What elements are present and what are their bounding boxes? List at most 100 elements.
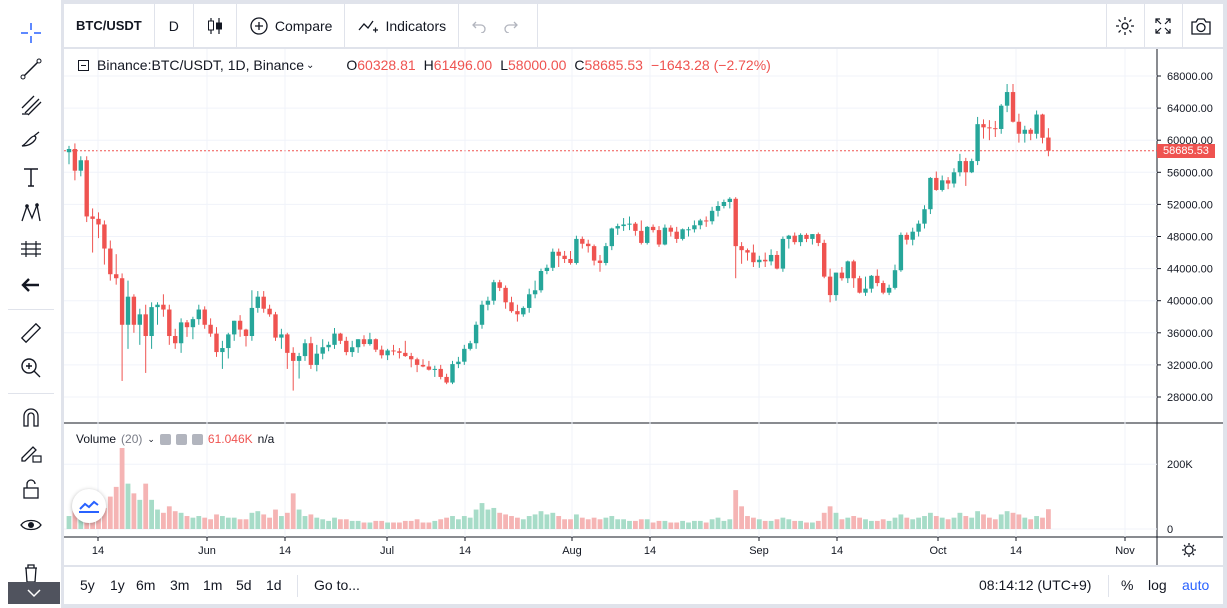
pattern-icon[interactable] [14, 198, 48, 228]
interval-button[interactable]: D [155, 3, 194, 48]
goto-button[interactable]: Go to... [314, 577, 360, 593]
snapshot-button[interactable] [1182, 4, 1218, 48]
symbol-label: BTC/USDT [76, 18, 142, 33]
volume-bar [467, 517, 473, 529]
candle-body [627, 223, 632, 225]
volume-bar [609, 516, 615, 529]
ohlc-high: H61496.00 [423, 57, 493, 73]
volume-title[interactable]: Volume [76, 432, 117, 446]
candle-body [586, 243, 591, 247]
back-arrow-icon[interactable] [14, 270, 48, 300]
crosshair-icon[interactable] [14, 18, 48, 48]
candle-body [833, 272, 839, 296]
eye-icon[interactable] [159, 433, 171, 445]
candle-body [951, 172, 957, 184]
volume-bar [745, 516, 750, 529]
text-tool-icon[interactable] [14, 162, 48, 192]
redo-icon[interactable] [503, 19, 519, 33]
gear-icon[interactable] [1182, 543, 1196, 557]
candle-body [314, 353, 319, 365]
chevron-down-icon[interactable]: ⌄ [305, 59, 315, 71]
candle-body [733, 198, 738, 247]
log-toggle[interactable]: log [1148, 577, 1167, 593]
volume-bar [420, 522, 426, 529]
gear-icon-ring [1184, 545, 1194, 555]
volume-bar [975, 511, 980, 529]
ruler-icon[interactable] [14, 318, 48, 348]
chart-type-button[interactable] [194, 3, 237, 48]
range-5y[interactable]: 5y [80, 577, 95, 593]
candle-body [438, 368, 443, 377]
volume-bar [220, 516, 225, 529]
range-1y[interactable]: 1y [110, 577, 125, 593]
volume-bar [113, 486, 119, 529]
candle-body [851, 261, 856, 279]
camera-icon [1190, 18, 1211, 35]
lock-icon[interactable] [14, 474, 48, 504]
volume-bar [827, 506, 833, 529]
candle-body [721, 201, 727, 207]
chart-pane[interactable]: 68000.00 64000.00 60000.00 56000.00 52000.00… [64, 49, 1223, 565]
volume-bar [810, 522, 815, 529]
percent-toggle[interactable]: % [1121, 577, 1134, 593]
bottom-toolbar: 5y 1y 6m 3m 1m 5d 1d Go to... 08:14:12 (… [64, 566, 1223, 604]
volume-bar [66, 516, 72, 529]
volume-bar [904, 517, 910, 529]
candle-body [379, 349, 384, 356]
tradingview-logo[interactable] [72, 489, 106, 523]
fib-retracement-icon[interactable] [14, 90, 48, 120]
zoom-in-icon[interactable] [14, 353, 48, 383]
range-1d[interactable]: 1d [266, 577, 282, 593]
range-1m[interactable]: 1m [203, 577, 223, 593]
bottom-divider [1108, 575, 1109, 597]
trend-line-icon[interactable] [14, 54, 48, 84]
volume-bar [987, 517, 992, 529]
brush-icon[interactable] [14, 126, 48, 156]
range-5d[interactable]: 5d [236, 577, 252, 593]
symbol-search-button[interactable]: BTC/USDT [64, 3, 155, 48]
candle-body [509, 302, 514, 312]
candle-body [338, 333, 343, 341]
collapse-legend-icon[interactable] [78, 59, 89, 71]
volume-bar [426, 522, 432, 529]
clock-timezone[interactable]: 08:14:12 (UTC+9) [979, 577, 1092, 593]
volume-bar [532, 514, 538, 529]
close-icon[interactable] [191, 433, 203, 445]
eye-icon[interactable] [14, 510, 48, 540]
prediction-icon[interactable] [14, 234, 48, 264]
volume-bar [798, 520, 803, 529]
compare-button[interactable]: Compare [237, 3, 346, 48]
volume-bar [1034, 516, 1039, 529]
candle-body [615, 226, 620, 229]
indicators-label: Indicators [385, 17, 447, 34]
candle-body [1040, 114, 1045, 138]
candle-body [816, 234, 821, 243]
lock-pencil-icon[interactable] [14, 438, 48, 468]
indicators-button[interactable]: Indicators [345, 3, 460, 48]
volume-bar [922, 516, 927, 529]
time-axis-label: 14 [459, 545, 471, 557]
settings-button[interactable] [1106, 4, 1142, 48]
candle-body [916, 223, 921, 232]
candle-body [450, 364, 455, 383]
volume-bar [627, 520, 632, 529]
candle-body [503, 287, 508, 303]
series-title[interactable]: Binance:BTC/USDT, 1D, Binance [97, 57, 304, 73]
chart-canvas[interactable]: 68000.0064000.0060000.0056000.0052000.00… [64, 49, 1223, 565]
auto-toggle[interactable]: auto [1182, 577, 1210, 593]
candle-body [444, 376, 449, 383]
fullscreen-button[interactable] [1144, 4, 1180, 48]
collapse-toolbar-button[interactable] [8, 582, 60, 604]
candle-body [261, 296, 266, 309]
volume-bar [709, 519, 715, 529]
range-3m[interactable]: 3m [170, 577, 190, 593]
chevron-down-icon[interactable]: ⌄ [147, 433, 155, 444]
undo-icon[interactable] [471, 19, 487, 33]
time-axis-label: Jun [198, 545, 216, 557]
volume-bar [762, 520, 768, 529]
gear-icon[interactable] [175, 433, 187, 445]
volume-period: (20) [121, 432, 143, 446]
range-6m[interactable]: 6m [136, 577, 156, 593]
magnet-icon[interactable] [14, 402, 48, 432]
price-axis-label: 32000.00 [1167, 360, 1213, 372]
